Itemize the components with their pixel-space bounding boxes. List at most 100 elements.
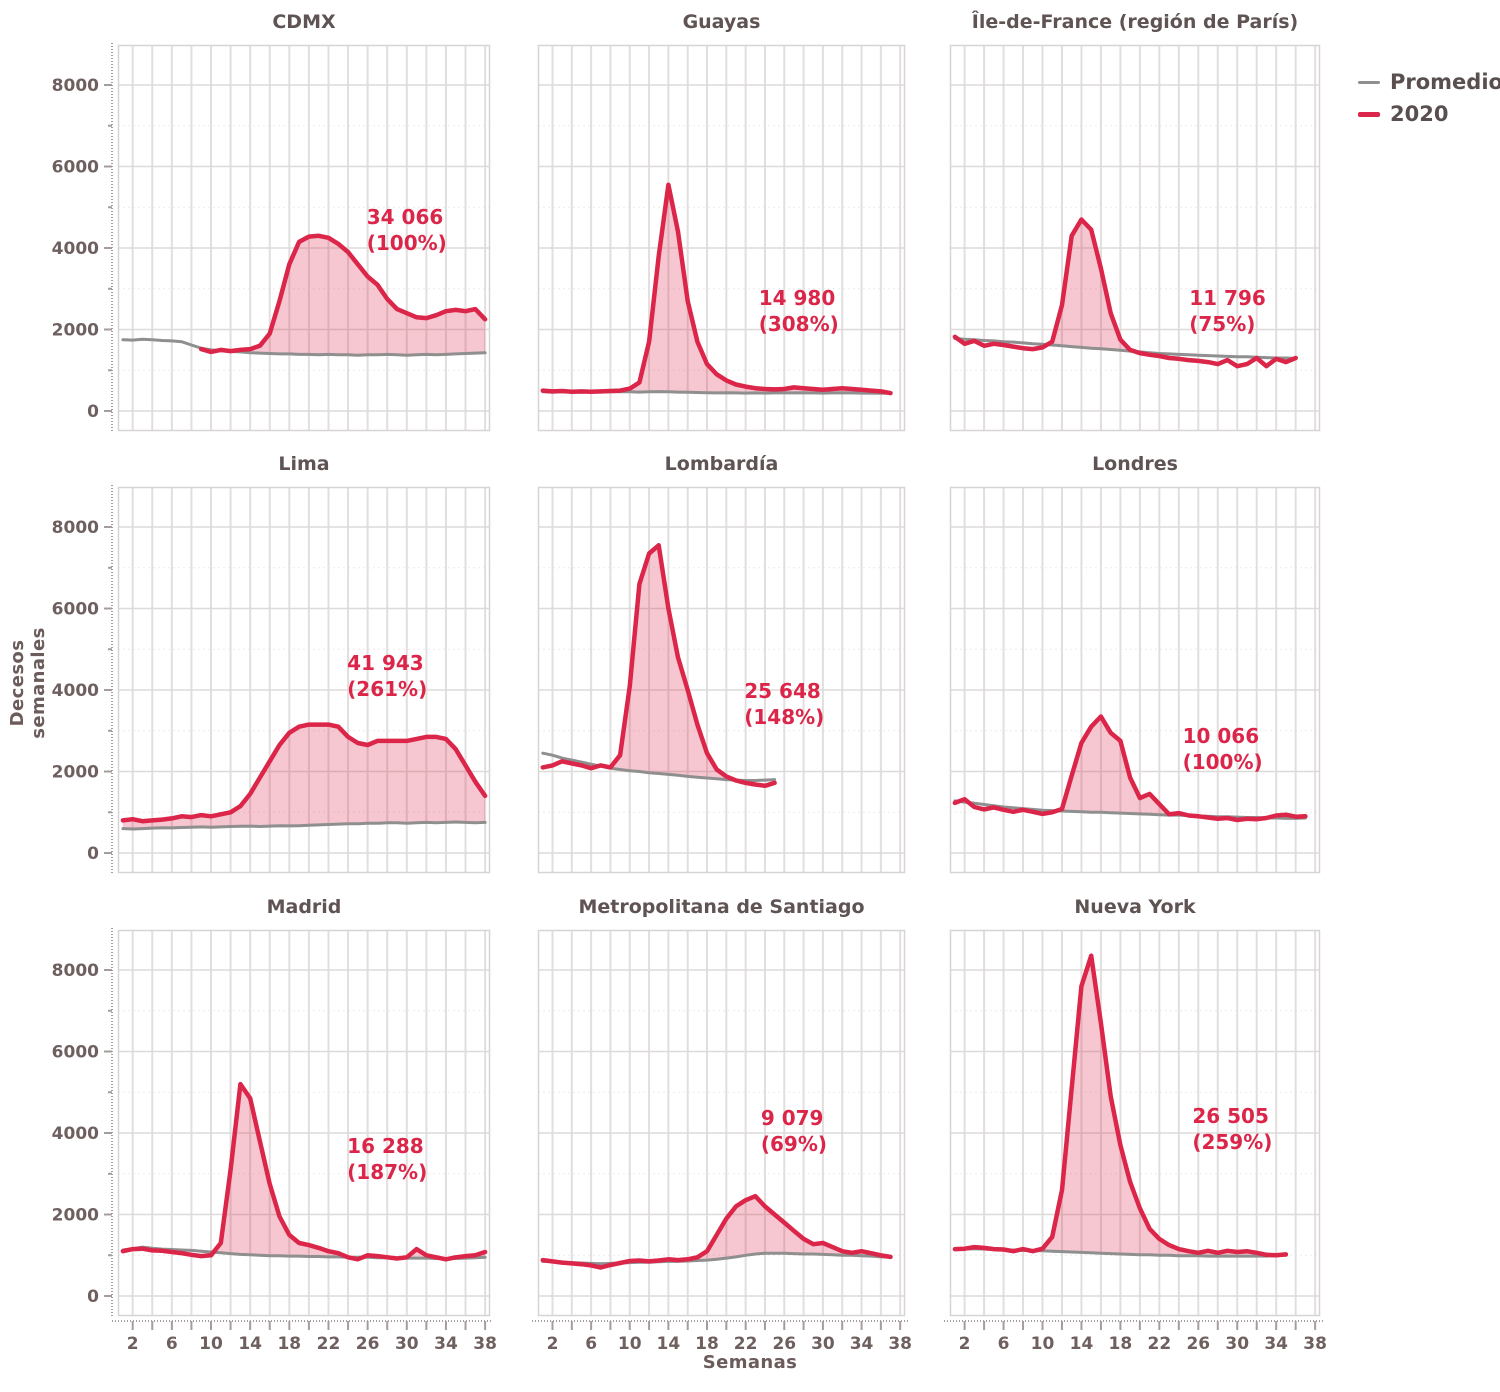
line-2020 — [952, 217, 1298, 369]
promedio-line — [121, 1245, 487, 1260]
promedio-line-swatch — [1358, 80, 1380, 84]
panel-title: Guayas — [682, 11, 761, 33]
line-2020 — [540, 1193, 893, 1270]
excess-area-fill — [122, 1084, 486, 1259]
x-tick-label: 18 — [277, 1334, 301, 1354]
panel-guayas: Guayas 14 980 (308%) — [537, 11, 906, 432]
y-tick-label: 4000 — [52, 1124, 99, 1144]
x-tick-label: 30 — [1225, 1334, 1249, 1354]
line-2020 — [952, 714, 1308, 823]
y-tick-label: 2000 — [52, 763, 99, 783]
x-tick-label: 10 — [618, 1334, 642, 1354]
panel-title: Lombardía — [664, 453, 779, 475]
x-axis-title: Semanas — [702, 1352, 798, 1373]
panel-chart — [537, 44, 906, 432]
annotation-excess-percent: (100%) — [366, 230, 447, 255]
promedio-line — [121, 337, 487, 357]
line-2020-swatch — [1358, 111, 1380, 117]
panel-chart — [949, 44, 1321, 432]
panel-border — [117, 929, 491, 1317]
panel-border — [117, 486, 491, 874]
panel-border — [117, 44, 491, 432]
annotation-total-deaths: 41 943 — [347, 650, 424, 675]
x-tick-label: 26 — [772, 1334, 796, 1354]
panel-lombardi-a: Lombardía 25 648 (148%) — [537, 453, 906, 874]
line-2020 — [120, 1081, 488, 1262]
x-tick-label: 34 — [850, 1334, 874, 1354]
annotation-total-deaths: 14 980 — [758, 286, 836, 311]
y-tick-label: 4000 — [52, 239, 99, 259]
annotation-total-deaths: 9 079 — [760, 1105, 824, 1130]
panel-border — [537, 486, 906, 874]
panel-chart: 0 2000 4000 6000 8000 — [52, 485, 491, 875]
panel-i-le-de-france-regio-n-de-pari-s: Île-de-France (región de París) 11 796 (75… — [949, 11, 1321, 432]
panel-border — [537, 44, 906, 432]
x-tick-label: 2 — [547, 1334, 559, 1354]
peak-annotation: 9 079 (69%) — [761, 1105, 827, 1157]
panel-londres: Londres 10 066 (100%) — [949, 453, 1321, 874]
x-tick-label: 14 — [657, 1334, 681, 1354]
x-tick-label: 30 — [811, 1334, 835, 1354]
y-tick-label: 0 — [87, 844, 99, 864]
annotation-excess-percent: (75%) — [1189, 312, 1256, 337]
x-tick-label: 6 — [585, 1334, 597, 1354]
x-tick-label: 34 — [1264, 1334, 1288, 1354]
annotation-excess-percent: (259%) — [1192, 1129, 1273, 1154]
annotation-total-deaths: 26 505 — [1192, 1103, 1269, 1128]
promedio-line — [953, 337, 1298, 360]
promedio-line — [121, 820, 487, 831]
x-tick-label: 10 — [199, 1334, 223, 1354]
x-tick-label: 34 — [434, 1334, 458, 1354]
panel-chart — [949, 486, 1321, 874]
x-tick-label: 22 — [734, 1334, 758, 1354]
line-2020 — [540, 182, 893, 396]
annotation-total-deaths: 34 066 — [366, 204, 444, 229]
peak-annotation: 11 796 (75%) — [1189, 285, 1266, 337]
peak-annotation: 41 943 (261%) — [347, 650, 427, 702]
peak-annotation: 34 066 (100%) — [367, 204, 447, 256]
y-tick-label: 6000 — [52, 1043, 99, 1063]
line-2020 — [120, 722, 488, 824]
annotation-excess-percent: (308%) — [758, 312, 839, 337]
y-tick-label: 0 — [87, 1287, 99, 1307]
panel-title: Londres — [1092, 453, 1178, 475]
x-tick-label: 18 — [1109, 1334, 1133, 1354]
x-tick-label: 2 — [127, 1334, 139, 1354]
x-tick-label: 18 — [695, 1334, 719, 1354]
y-tick-label: 6000 — [52, 158, 99, 178]
x-tick-label: 30 — [395, 1334, 419, 1354]
panel-madrid: Madrid 0 2000 4000 6000 8000 2 6 10 14 18 22 26 30 34 3… — [52, 896, 497, 1354]
x-tick-label: 38 — [473, 1334, 497, 1354]
x-tick-label: 10 — [1031, 1334, 1055, 1354]
legend: Promedio 2020 — [1358, 70, 1500, 126]
x-tick-label: 14 — [1070, 1334, 1094, 1354]
x-tick-label: 6 — [166, 1334, 178, 1354]
annotation-total-deaths: 25 648 — [744, 679, 821, 704]
y-tick-label: 2000 — [52, 1206, 99, 1226]
panel-title: Nueva York — [1074, 896, 1196, 918]
excess-area-fill — [201, 235, 486, 356]
peak-annotation: 25 648 (148%) — [744, 678, 824, 730]
panel-chart: 0 2000 4000 6000 8000 — [52, 43, 491, 433]
panel-title: CDMX — [272, 11, 336, 33]
annotation-excess-percent: (69%) — [760, 1131, 827, 1156]
annotation-excess-percent: (148%) — [744, 705, 825, 730]
x-tick-label: 38 — [1303, 1334, 1327, 1354]
y-tick-label: 0 — [87, 402, 99, 422]
panel-title: Lima — [278, 453, 330, 475]
panel-border — [537, 929, 906, 1317]
line-2020 — [952, 953, 1289, 1258]
line-2020 — [198, 233, 488, 355]
legend-item-2020: 2020 — [1358, 102, 1500, 126]
excess-area-fill — [954, 716, 1306, 819]
excess-area-fill — [542, 1196, 891, 1264]
legend-label-promedio: Promedio — [1390, 70, 1500, 94]
panel-title: Madrid — [266, 896, 342, 918]
y-axis-title: Decesos semanales — [7, 627, 49, 739]
peak-annotation: 26 505 (259%) — [1192, 1103, 1272, 1155]
annotation-total-deaths: 10 066 — [1182, 724, 1260, 749]
panel-lima: Lima 0 2000 4000 6000 8000 41 943 (261%) — [52, 453, 491, 875]
y-tick-label: 8000 — [52, 76, 99, 96]
panel-chart: 2 6 10 14 18 22 26 30 34 38 — [944, 929, 1327, 1354]
